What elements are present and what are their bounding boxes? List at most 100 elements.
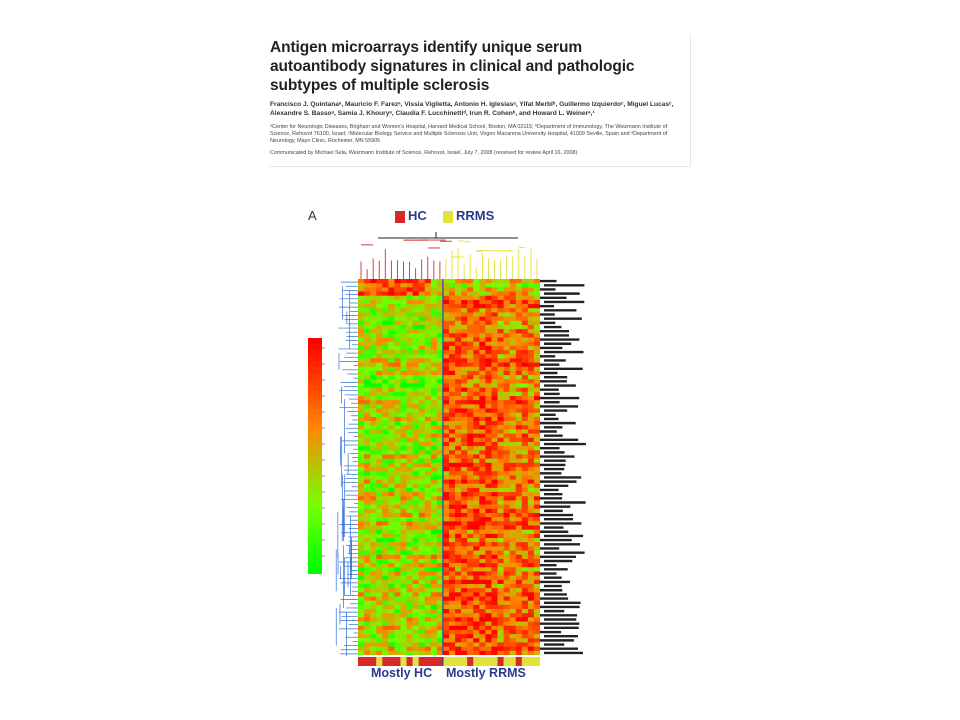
group-strip-cell — [485, 657, 492, 666]
heatmap-cell — [418, 617, 426, 622]
heatmap-cell — [436, 592, 444, 597]
heatmap-cell — [521, 450, 529, 455]
heatmap-cell — [521, 500, 529, 505]
heatmap-cell — [497, 299, 504, 305]
heatmap-cell — [467, 629, 474, 635]
heatmap-cell — [382, 504, 389, 510]
heatmap-cell — [406, 320, 413, 326]
heatmap-cell — [382, 446, 389, 451]
heatmap-cell — [442, 358, 450, 363]
heatmap-cell — [388, 362, 395, 368]
heatmap-cell — [515, 287, 523, 292]
heatmap-cell — [376, 341, 383, 347]
heatmap-cell — [382, 567, 389, 572]
heatmap-cell — [515, 492, 523, 497]
heatmap-cell — [442, 550, 450, 556]
group-strip-cell — [479, 657, 486, 666]
heatmap-cell — [497, 408, 504, 413]
heatmap-cell — [364, 596, 371, 601]
heatmap-cell — [497, 350, 504, 355]
heatmap-cell — [515, 358, 523, 363]
heatmap-cell — [436, 558, 444, 564]
heatmap-cell — [455, 316, 462, 322]
heatmap-cell — [424, 412, 432, 418]
heatmap-cell — [418, 496, 426, 501]
heatmap-cell — [515, 567, 523, 572]
heatmap-cell — [376, 291, 383, 297]
heatmap-cell — [497, 454, 504, 459]
heatmap-cell — [491, 383, 498, 388]
heatmap-cell — [406, 500, 413, 505]
heatmap-cell — [418, 437, 426, 443]
heatmap-cell — [436, 433, 444, 439]
heatmap-cell — [473, 379, 480, 384]
heatmap-cell — [527, 496, 535, 501]
heatmap-cell — [436, 391, 444, 397]
heatmap-cell — [406, 433, 413, 439]
heatmap-cell — [473, 304, 480, 309]
heatmap-cell — [527, 600, 535, 606]
heatmap-cell — [400, 324, 407, 330]
heatmap-cell — [473, 446, 480, 451]
heatmap-cell — [497, 579, 504, 585]
heatmap-cell — [412, 638, 419, 643]
heatmap-cell — [394, 508, 401, 514]
heatmap-cell — [370, 375, 377, 380]
heatmap-cell — [388, 588, 395, 593]
heatmap-cell — [370, 583, 377, 589]
group-strip-cell — [491, 657, 498, 666]
heatmap-cell — [515, 412, 523, 418]
heatmap-cell — [461, 450, 468, 455]
heatmap-cell — [461, 391, 468, 397]
heatmap-cell — [503, 324, 510, 330]
heatmap-cell — [406, 279, 413, 284]
heatmap-cell — [449, 475, 456, 480]
heatmap-cell — [412, 345, 419, 351]
heatmap-cell — [370, 308, 377, 313]
heatmap-cell — [376, 588, 383, 593]
heatmap-cell — [424, 634, 432, 639]
heatmap-cell — [491, 308, 498, 313]
color-scale-step — [308, 367, 322, 374]
heatmap-cell — [527, 354, 535, 359]
color-scale-step — [308, 343, 322, 351]
heatmap-cell — [412, 295, 419, 301]
heatmap-cell — [394, 295, 401, 301]
heatmap-cell — [406, 629, 413, 635]
heatmap-cell — [509, 350, 517, 355]
heatmap-cell — [497, 333, 504, 338]
heatmap-cell — [497, 437, 504, 443]
heatmap-cell — [485, 316, 492, 322]
heatmap-cell — [521, 634, 529, 639]
heatmap-cell — [503, 613, 510, 618]
heatmap-cell — [370, 320, 377, 326]
heatmap-cell — [382, 634, 389, 639]
heatmap-cell — [406, 362, 413, 368]
heatmap-cell — [424, 512, 432, 518]
heatmap-cell — [485, 379, 492, 384]
heatmap-cell — [388, 387, 395, 393]
heatmap-cell — [436, 550, 444, 556]
heatmap-cell — [509, 391, 517, 397]
heatmap-cell — [430, 408, 438, 413]
heatmap-cell — [442, 650, 450, 655]
heatmap-cell — [461, 650, 468, 655]
heatmap-cell — [467, 521, 474, 526]
heatmap-cell — [418, 400, 426, 405]
heatmap-cell — [503, 542, 510, 547]
heatmap-cell — [418, 312, 426, 317]
heatmap-cell — [412, 575, 419, 581]
heatmap-cell — [394, 529, 401, 535]
heatmap-cell — [388, 529, 395, 535]
heatmap-cell — [424, 496, 432, 501]
heatmap-cell — [436, 471, 444, 476]
heatmap-cell — [442, 441, 450, 447]
heatmap-cell — [382, 345, 389, 351]
heatmap-cell — [364, 538, 371, 543]
heatmap-cell — [400, 391, 407, 397]
heatmap-cell — [485, 341, 492, 347]
heatmap-cell — [449, 387, 456, 393]
heatmap-cell — [400, 362, 407, 368]
heatmap-cell — [485, 362, 492, 368]
heatmap-cell — [527, 295, 535, 301]
